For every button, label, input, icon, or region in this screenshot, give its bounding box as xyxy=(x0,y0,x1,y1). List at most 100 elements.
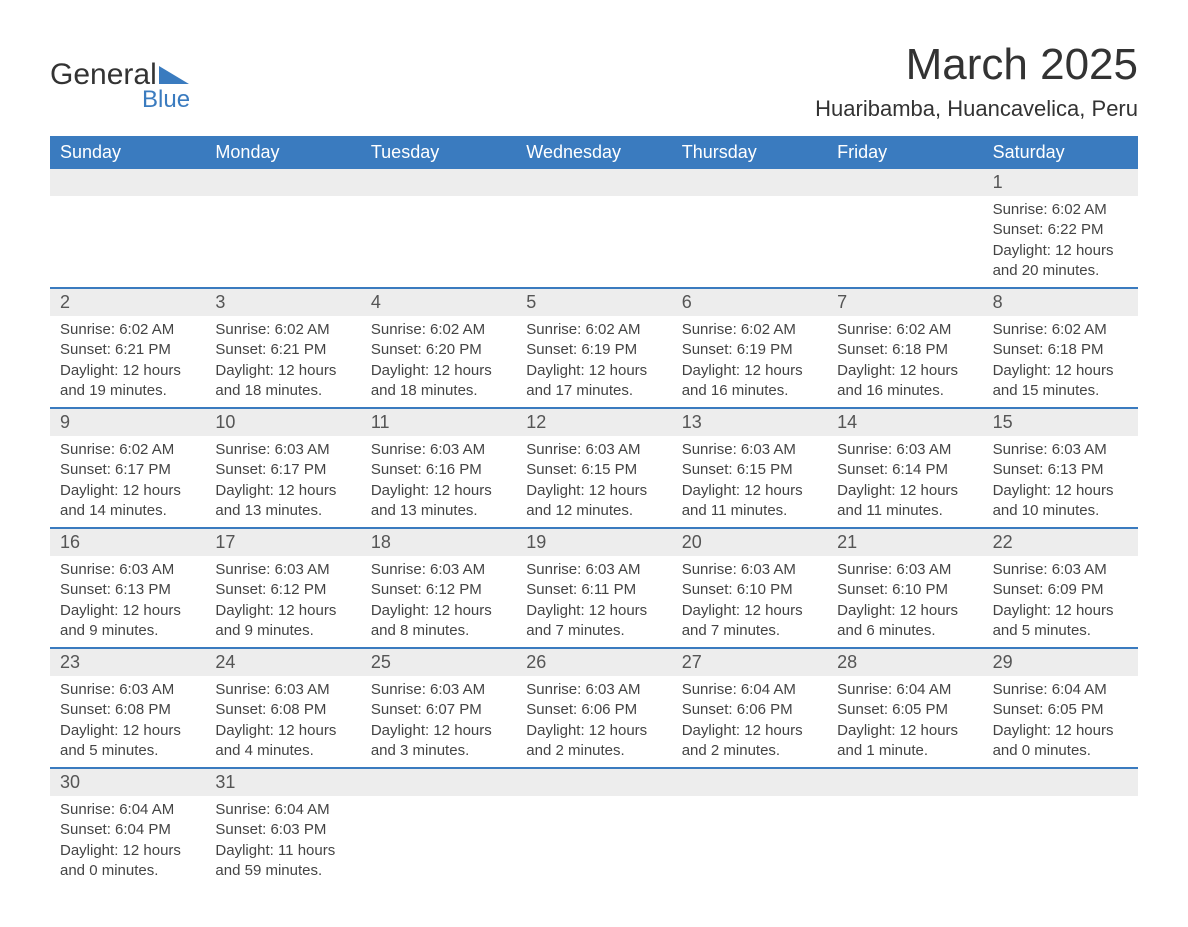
page-title: March 2025 xyxy=(815,40,1138,90)
sunrise-line: Sunrise: 6:03 AM xyxy=(993,560,1128,580)
day-detail: Sunrise: 6:03 AMSunset: 6:09 PMDaylight:… xyxy=(983,556,1138,647)
daylight-line-1: Daylight: 12 hours xyxy=(837,721,972,741)
day-detail: Sunrise: 6:02 AMSunset: 6:18 PMDaylight:… xyxy=(983,316,1138,407)
day-detail: Sunrise: 6:03 AMSunset: 6:14 PMDaylight:… xyxy=(827,436,982,527)
daylight-line-2: and 59 minutes. xyxy=(215,861,350,881)
sunset-line: Sunset: 6:07 PM xyxy=(371,700,506,720)
day-number xyxy=(672,769,827,796)
day-detail xyxy=(361,196,516,287)
daylight-line-1: Daylight: 12 hours xyxy=(993,481,1128,501)
daylight-line-1: Daylight: 12 hours xyxy=(993,721,1128,741)
day-number xyxy=(516,769,671,796)
day-detail: Sunrise: 6:04 AMSunset: 6:03 PMDaylight:… xyxy=(205,796,360,887)
daylight-line-1: Daylight: 12 hours xyxy=(993,241,1128,261)
sunrise-line: Sunrise: 6:03 AM xyxy=(60,560,195,580)
day-number: 27 xyxy=(672,649,827,676)
daylight-line-1: Daylight: 12 hours xyxy=(215,481,350,501)
daylight-line-2: and 4 minutes. xyxy=(215,741,350,761)
logo-text-top: General xyxy=(50,60,157,90)
daylight-line-2: and 8 minutes. xyxy=(371,621,506,641)
daylight-line-1: Daylight: 12 hours xyxy=(526,721,661,741)
detail-row: Sunrise: 6:02 AMSunset: 6:22 PMDaylight:… xyxy=(50,196,1138,287)
daylight-line-2: and 7 minutes. xyxy=(526,621,661,641)
sunset-line: Sunset: 6:04 PM xyxy=(60,820,195,840)
day-header-cell: Wednesday xyxy=(516,136,671,169)
day-number xyxy=(361,769,516,796)
day-detail: Sunrise: 6:03 AMSunset: 6:15 PMDaylight:… xyxy=(672,436,827,527)
daylight-line-2: and 1 minute. xyxy=(837,741,972,761)
day-header-cell: Saturday xyxy=(983,136,1138,169)
day-detail: Sunrise: 6:02 AMSunset: 6:20 PMDaylight:… xyxy=(361,316,516,407)
sunset-line: Sunset: 6:12 PM xyxy=(371,580,506,600)
day-detail: Sunrise: 6:03 AMSunset: 6:12 PMDaylight:… xyxy=(361,556,516,647)
day-header-row: SundayMondayTuesdayWednesdayThursdayFrid… xyxy=(50,136,1138,169)
daylight-line-1: Daylight: 12 hours xyxy=(215,721,350,741)
sunset-line: Sunset: 6:08 PM xyxy=(60,700,195,720)
day-detail: Sunrise: 6:03 AMSunset: 6:11 PMDaylight:… xyxy=(516,556,671,647)
sunrise-line: Sunrise: 6:03 AM xyxy=(682,560,817,580)
day-header-cell: Thursday xyxy=(672,136,827,169)
sunset-line: Sunset: 6:09 PM xyxy=(993,580,1128,600)
sunrise-line: Sunrise: 6:04 AM xyxy=(682,680,817,700)
day-number: 24 xyxy=(205,649,360,676)
daylight-line-2: and 3 minutes. xyxy=(371,741,506,761)
sunset-line: Sunset: 6:14 PM xyxy=(837,460,972,480)
daylight-line-2: and 0 minutes. xyxy=(993,741,1128,761)
day-detail: Sunrise: 6:02 AMSunset: 6:19 PMDaylight:… xyxy=(516,316,671,407)
sunset-line: Sunset: 6:05 PM xyxy=(993,700,1128,720)
day-detail xyxy=(827,796,982,887)
daylight-line-1: Daylight: 12 hours xyxy=(682,601,817,621)
day-detail: Sunrise: 6:04 AMSunset: 6:04 PMDaylight:… xyxy=(50,796,205,887)
day-number: 20 xyxy=(672,529,827,556)
day-number xyxy=(983,769,1138,796)
day-number: 8 xyxy=(983,289,1138,316)
day-number xyxy=(50,169,205,196)
daynum-row: 23242526272829 xyxy=(50,649,1138,676)
daylight-line-2: and 14 minutes. xyxy=(60,501,195,521)
day-detail: Sunrise: 6:03 AMSunset: 6:17 PMDaylight:… xyxy=(205,436,360,527)
sunrise-line: Sunrise: 6:02 AM xyxy=(682,320,817,340)
day-number: 3 xyxy=(205,289,360,316)
daylight-line-1: Daylight: 12 hours xyxy=(215,601,350,621)
daylight-line-1: Daylight: 12 hours xyxy=(60,481,195,501)
sunset-line: Sunset: 6:11 PM xyxy=(526,580,661,600)
daylight-line-1: Daylight: 12 hours xyxy=(993,601,1128,621)
sunset-line: Sunset: 6:15 PM xyxy=(526,460,661,480)
sunset-line: Sunset: 6:10 PM xyxy=(837,580,972,600)
sunset-line: Sunset: 6:05 PM xyxy=(837,700,972,720)
daylight-line-2: and 13 minutes. xyxy=(215,501,350,521)
sunrise-line: Sunrise: 6:03 AM xyxy=(526,560,661,580)
sunrise-line: Sunrise: 6:03 AM xyxy=(215,560,350,580)
day-detail: Sunrise: 6:03 AMSunset: 6:08 PMDaylight:… xyxy=(205,676,360,767)
sunset-line: Sunset: 6:22 PM xyxy=(993,220,1128,240)
day-detail: Sunrise: 6:03 AMSunset: 6:15 PMDaylight:… xyxy=(516,436,671,527)
detail-row: Sunrise: 6:03 AMSunset: 6:13 PMDaylight:… xyxy=(50,556,1138,647)
daylight-line-2: and 16 minutes. xyxy=(837,381,972,401)
day-detail: Sunrise: 6:04 AMSunset: 6:05 PMDaylight:… xyxy=(983,676,1138,767)
detail-row: Sunrise: 6:02 AMSunset: 6:17 PMDaylight:… xyxy=(50,436,1138,527)
sunset-line: Sunset: 6:10 PM xyxy=(682,580,817,600)
sunset-line: Sunset: 6:06 PM xyxy=(526,700,661,720)
sunrise-line: Sunrise: 6:02 AM xyxy=(993,320,1128,340)
sunrise-line: Sunrise: 6:03 AM xyxy=(371,680,506,700)
day-detail xyxy=(983,796,1138,887)
day-number xyxy=(516,169,671,196)
day-header-cell: Friday xyxy=(827,136,982,169)
sunset-line: Sunset: 6:17 PM xyxy=(215,460,350,480)
day-number xyxy=(827,769,982,796)
daylight-line-2: and 10 minutes. xyxy=(993,501,1128,521)
day-number: 15 xyxy=(983,409,1138,436)
sunrise-line: Sunrise: 6:03 AM xyxy=(215,440,350,460)
sunset-line: Sunset: 6:13 PM xyxy=(60,580,195,600)
sunrise-line: Sunrise: 6:02 AM xyxy=(837,320,972,340)
day-number: 12 xyxy=(516,409,671,436)
daylight-line-2: and 6 minutes. xyxy=(837,621,972,641)
day-detail: Sunrise: 6:02 AMSunset: 6:19 PMDaylight:… xyxy=(672,316,827,407)
day-number: 30 xyxy=(50,769,205,796)
sunrise-line: Sunrise: 6:03 AM xyxy=(526,680,661,700)
day-number: 11 xyxy=(361,409,516,436)
sunset-line: Sunset: 6:13 PM xyxy=(993,460,1128,480)
daylight-line-2: and 18 minutes. xyxy=(371,381,506,401)
sunrise-line: Sunrise: 6:03 AM xyxy=(682,440,817,460)
sunrise-line: Sunrise: 6:02 AM xyxy=(60,320,195,340)
